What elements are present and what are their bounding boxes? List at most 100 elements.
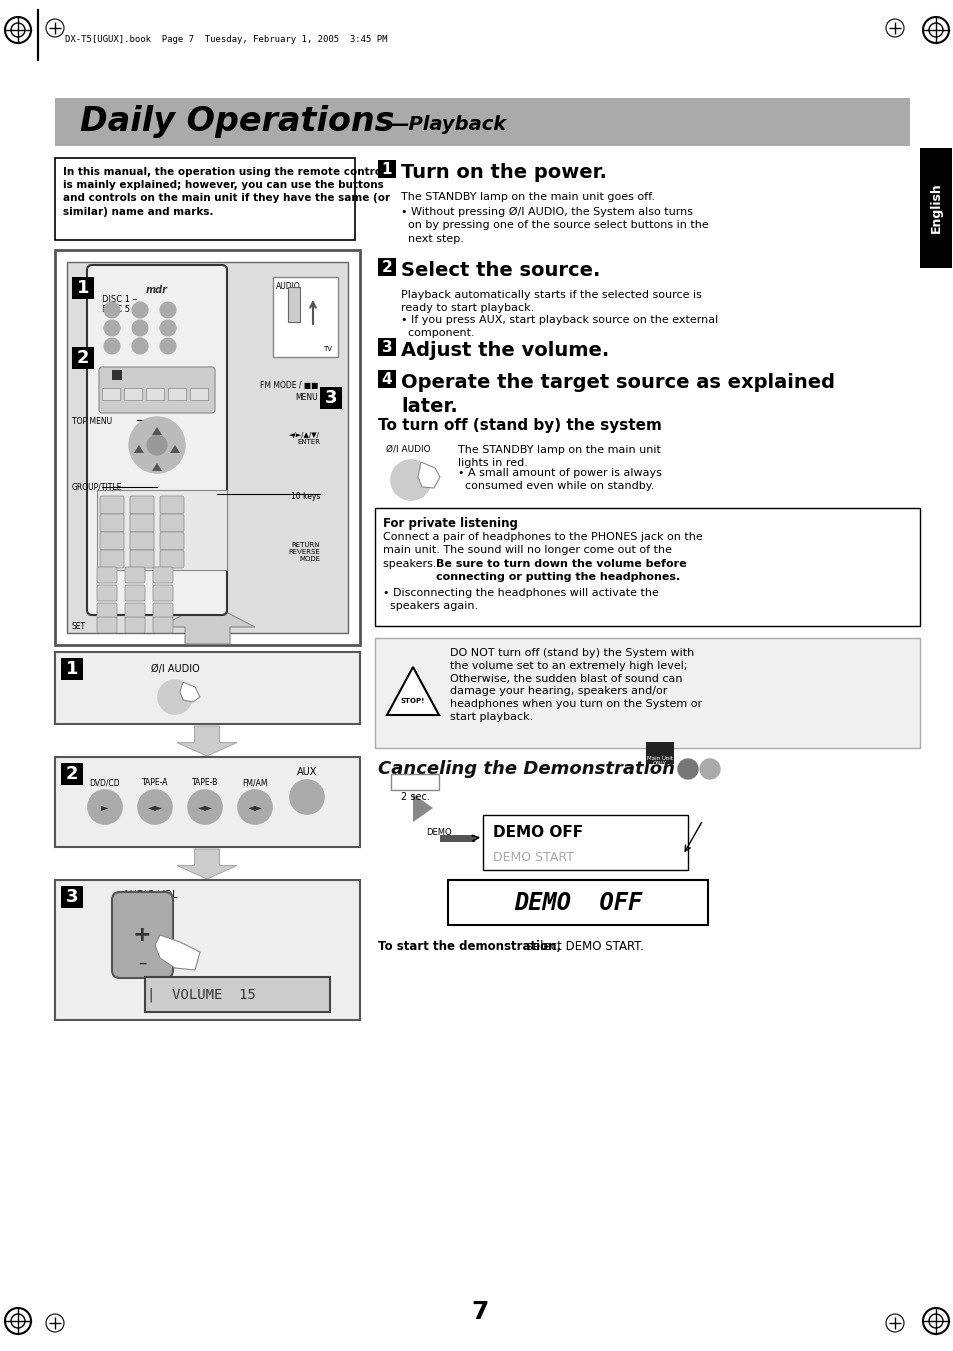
- FancyBboxPatch shape: [125, 585, 145, 601]
- Text: 2: 2: [76, 349, 90, 367]
- Text: RETURN
REVERSE
MODE: RETURN REVERSE MODE: [288, 542, 319, 562]
- Bar: [55, 158, 355, 240]
- Bar: [145, 977, 330, 1012]
- Text: Ø/I AUDIO: Ø/I AUDIO: [151, 663, 199, 674]
- Text: • A small amount of power is always
  consumed even while on standby.: • A small amount of power is always cons…: [457, 467, 661, 492]
- Text: Be sure to turn down the volume before
connecting or putting the headphones.: Be sure to turn down the volume before c…: [436, 559, 686, 582]
- Circle shape: [160, 338, 175, 354]
- Text: ►: ►: [101, 802, 109, 812]
- FancyBboxPatch shape: [100, 496, 124, 513]
- Circle shape: [158, 680, 192, 713]
- Bar: [55, 99, 909, 146]
- FancyBboxPatch shape: [130, 550, 153, 567]
- FancyBboxPatch shape: [152, 585, 172, 601]
- Bar: [375, 508, 919, 626]
- FancyBboxPatch shape: [152, 603, 172, 619]
- Polygon shape: [180, 682, 200, 703]
- Text: • If you press AUX, start playback source on the external
  component.: • If you press AUX, start playback sourc…: [400, 315, 718, 338]
- Text: –: –: [137, 954, 146, 971]
- Text: mdr: mdr: [146, 285, 168, 295]
- Polygon shape: [177, 725, 236, 757]
- Text: GROUP/TITLE: GROUP/TITLE: [71, 482, 122, 490]
- Bar: [55, 757, 359, 847]
- Bar: [439, 835, 475, 842]
- Polygon shape: [170, 444, 180, 453]
- Text: 2 sec.: 2 sec.: [400, 792, 429, 802]
- Bar: [377, 370, 395, 388]
- FancyBboxPatch shape: [160, 550, 184, 567]
- Bar: [273, 277, 337, 357]
- Text: —Playback: —Playback: [390, 115, 507, 134]
- Bar: [102, 388, 120, 400]
- FancyBboxPatch shape: [99, 367, 214, 413]
- Text: The STANDBY lamp on the main unit goes off.: The STANDBY lamp on the main unit goes o…: [400, 192, 655, 203]
- Text: 3: 3: [381, 339, 392, 354]
- Text: Connect a pair of headphones to the PHONES jack on the
main unit. The sound will: Connect a pair of headphones to the PHON…: [382, 532, 702, 555]
- Polygon shape: [177, 848, 236, 880]
- FancyBboxPatch shape: [125, 567, 145, 584]
- Text: 7: 7: [471, 1300, 488, 1324]
- Circle shape: [138, 790, 172, 824]
- FancyBboxPatch shape: [97, 603, 117, 619]
- Text: MENU: MENU: [295, 393, 317, 403]
- Polygon shape: [387, 667, 438, 715]
- Bar: [391, 774, 438, 790]
- Bar: [377, 159, 395, 178]
- Circle shape: [104, 338, 120, 354]
- Circle shape: [129, 417, 185, 473]
- Text: 3: 3: [324, 389, 337, 407]
- Text: Daily Operations: Daily Operations: [80, 105, 395, 139]
- Text: • Without pressing Ø/I AUDIO, the System also turns
  on by pressing one of the : • Without pressing Ø/I AUDIO, the System…: [400, 207, 708, 243]
- Circle shape: [160, 303, 175, 317]
- Text: Main Unit
ONLY: Main Unit ONLY: [646, 757, 672, 766]
- FancyBboxPatch shape: [130, 513, 153, 532]
- Text: 2: 2: [66, 765, 78, 784]
- Bar: [919, 149, 951, 267]
- FancyBboxPatch shape: [160, 513, 184, 532]
- FancyBboxPatch shape: [87, 265, 227, 615]
- Text: STOP!: STOP!: [400, 698, 425, 704]
- Bar: [112, 370, 122, 380]
- Text: DO NOT turn off (stand by) the System with
the volume set to an extremely high l: DO NOT turn off (stand by) the System wi…: [450, 648, 701, 721]
- Text: Operate the target source as explained
later.: Operate the target source as explained l…: [400, 373, 834, 416]
- Circle shape: [391, 459, 431, 500]
- Text: DX-T5[UGUX].book  Page 7  Tuesday, February 1, 2005  3:45 PM: DX-T5[UGUX].book Page 7 Tuesday, Februar…: [65, 35, 387, 45]
- Circle shape: [160, 320, 175, 336]
- Polygon shape: [152, 463, 162, 471]
- Circle shape: [188, 790, 222, 824]
- Text: Playback automatically starts if the selected source is
ready to start playback.: Playback automatically starts if the sel…: [400, 290, 701, 313]
- Text: select DEMO START.: select DEMO START.: [522, 940, 643, 952]
- Text: ◄►: ◄►: [197, 802, 213, 812]
- Text: AUDIO VOL: AUDIO VOL: [123, 890, 177, 900]
- Bar: [146, 388, 164, 400]
- Text: Canceling the Demonstration: Canceling the Demonstration: [377, 761, 675, 778]
- Text: For private listening: For private listening: [382, 517, 517, 530]
- Bar: [375, 638, 919, 748]
- Bar: [71, 277, 94, 299]
- Bar: [67, 262, 348, 634]
- Text: 3: 3: [66, 888, 78, 907]
- Text: 1: 1: [381, 162, 392, 177]
- Bar: [55, 880, 359, 1020]
- Text: 1: 1: [76, 280, 90, 297]
- Text: English: English: [928, 182, 942, 234]
- Text: AUDIO: AUDIO: [275, 282, 300, 290]
- Polygon shape: [413, 794, 433, 821]
- Bar: [482, 815, 687, 870]
- FancyBboxPatch shape: [112, 892, 172, 978]
- Text: • Disconnecting the headphones will activate the
  speakers again.: • Disconnecting the headphones will acti…: [382, 588, 659, 611]
- Text: 4: 4: [381, 372, 392, 386]
- Bar: [55, 250, 359, 644]
- FancyBboxPatch shape: [152, 617, 172, 634]
- Bar: [319, 386, 341, 409]
- Circle shape: [147, 435, 167, 455]
- FancyBboxPatch shape: [130, 496, 153, 513]
- FancyBboxPatch shape: [97, 617, 117, 634]
- Text: ◄►: ◄►: [148, 802, 162, 812]
- Text: |  VOLUME  15: | VOLUME 15: [147, 988, 255, 1002]
- Circle shape: [132, 303, 148, 317]
- Bar: [97, 490, 227, 570]
- Polygon shape: [133, 444, 144, 453]
- Text: FM MODE / ■■: FM MODE / ■■: [259, 381, 317, 390]
- FancyBboxPatch shape: [125, 617, 145, 634]
